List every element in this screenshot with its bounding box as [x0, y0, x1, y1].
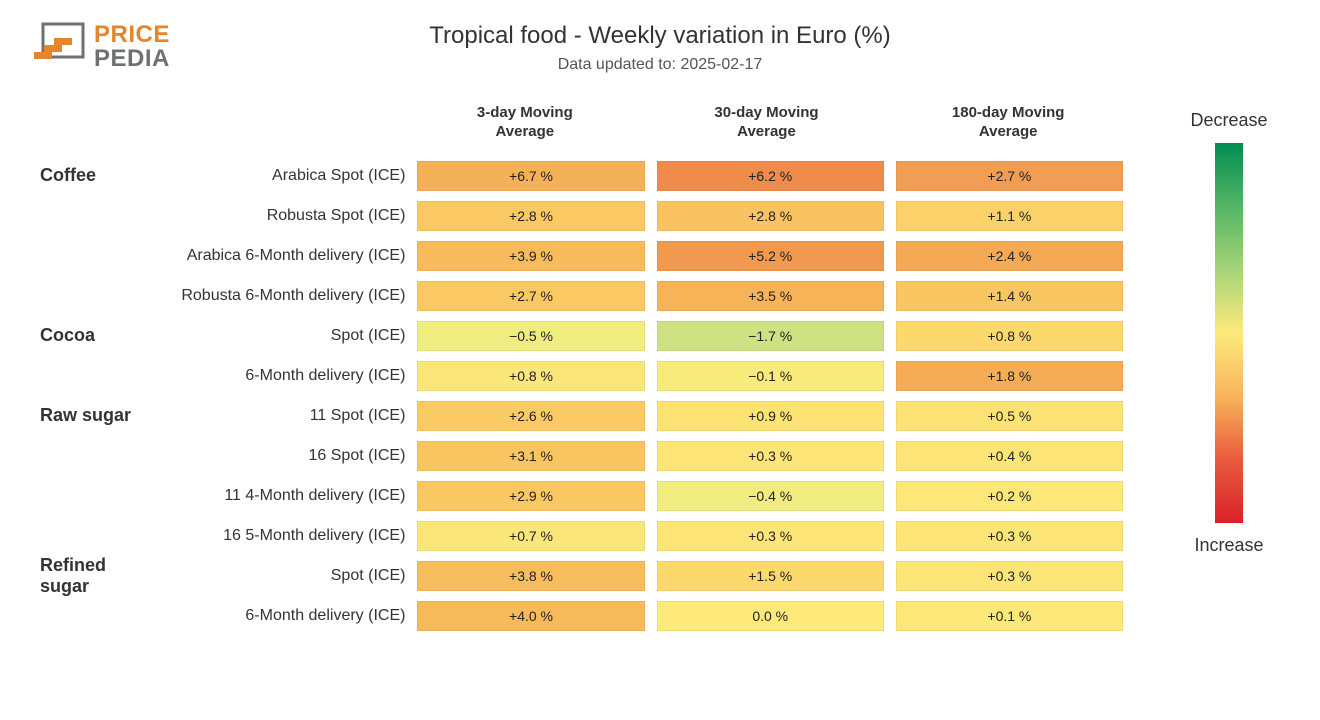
heatmap-cell: +6.2 % — [657, 161, 884, 191]
heatmap-cell: −1.7 % — [657, 321, 884, 351]
heatmap-cell: +0.8 % — [417, 361, 644, 391]
heatmap-cell: +0.2 % — [896, 481, 1123, 511]
heatmap-cell: +1.5 % — [657, 561, 884, 591]
heatmap-cell: −0.5 % — [417, 321, 644, 351]
heatmap-cell: +2.4 % — [896, 241, 1123, 271]
table-row: CocoaSpot (ICE)−0.5 % −1.7 % +0.8 % — [40, 316, 1135, 356]
heatmap-cell: +2.6 % — [417, 401, 644, 431]
table-row: Raw sugar11 Spot (ICE)+2.6 % +0.9 % +0.5 % — [40, 396, 1135, 436]
color-legend: Decrease Increase — [1184, 110, 1274, 556]
row-label: Spot (ICE) — [159, 327, 418, 345]
legend-top-label: Decrease — [1184, 110, 1274, 131]
heatmap-cell: +0.3 % — [896, 561, 1123, 591]
category-label: Cocoa — [40, 325, 159, 346]
table-row: Refined sugarSpot (ICE)+3.8 % +1.5 % +0.3 … — [40, 556, 1135, 596]
heatmap-cell: +0.3 % — [657, 441, 884, 471]
row-label: Spot (ICE) — [159, 567, 418, 585]
heatmap-cell: +3.5 % — [657, 281, 884, 311]
heatmap-cell: 0.0 % — [657, 601, 884, 631]
heatmap-cell: −0.1 % — [657, 361, 884, 391]
category-label: Refined sugar — [40, 555, 159, 597]
row-label: Arabica 6-Month delivery (ICE) — [159, 247, 418, 265]
table-body: CoffeeArabica Spot (ICE)+6.7 % +6.2 % +2.7… — [40, 156, 1135, 636]
heatmap-cell: +2.8 % — [657, 201, 884, 231]
row-label: 16 Spot (ICE) — [159, 447, 418, 465]
column-header: 180-day MovingAverage — [893, 100, 1123, 156]
heatmap-cell: +1.4 % — [896, 281, 1123, 311]
column-header: 3-day MovingAverage — [410, 100, 640, 156]
table-row: 16 Spot (ICE)+3.1 % +0.3 % +0.4 % — [40, 436, 1135, 476]
heatmap-cell: +3.1 % — [417, 441, 644, 471]
heatmap-cell: +3.8 % — [417, 561, 644, 591]
heatmap-cell: +4.0 % — [417, 601, 644, 631]
heatmap-cell: +0.7 % — [417, 521, 644, 551]
heatmap-cell: +1.1 % — [896, 201, 1123, 231]
heatmap-cell: +2.7 % — [417, 281, 644, 311]
table-row: CoffeeArabica Spot (ICE)+6.7 % +6.2 % +2.7… — [40, 156, 1135, 196]
heatmap-cell: +2.7 % — [896, 161, 1123, 191]
row-label: 6-Month delivery (ICE) — [159, 367, 418, 385]
heatmap-cell: +1.8 % — [896, 361, 1123, 391]
category-label: Coffee — [40, 165, 159, 186]
column-header: 30-day MovingAverage — [652, 100, 882, 156]
table-row: Robusta Spot (ICE)+2.8 %+2.8 %+1.1 % — [40, 196, 1135, 236]
row-label: 16 5-Month delivery (ICE) — [159, 527, 418, 545]
row-label: 11 4-Month delivery (ICE) — [159, 487, 418, 505]
page-subtitle: Data updated to: 2025-02-17 — [0, 56, 1320, 74]
heatmap-cell: +0.8 % — [896, 321, 1123, 351]
heatmap-cell: −0.4 % — [657, 481, 884, 511]
row-label: Robusta Spot (ICE) — [159, 207, 418, 225]
heatmap-cell: +0.1 % — [896, 601, 1123, 631]
row-label: 6-Month delivery (ICE) — [159, 607, 418, 625]
category-label: Raw sugar — [40, 405, 159, 426]
row-label: Arabica Spot (ICE) — [159, 167, 418, 185]
table-row: 16 5-Month delivery (ICE)+0.7 % +0.3 % +0.… — [40, 516, 1135, 556]
heatmap-cell: +0.4 % — [896, 441, 1123, 471]
heatmap-table: 3-day MovingAverage30-day MovingAverage1… — [40, 100, 1135, 636]
heatmap-cell: +0.3 % — [896, 521, 1123, 551]
heatmap-cell: +2.8 % — [417, 201, 644, 231]
table-row: 6-Month delivery (ICE)+0.8 % −0.1 % +1.8 % — [40, 356, 1135, 396]
table-row: 11 4-Month delivery (ICE)+2.9 % −0.4 % +0.… — [40, 476, 1135, 516]
heatmap-cell: +6.7 % — [417, 161, 644, 191]
heatmap-cell: +0.9 % — [657, 401, 884, 431]
table-row: Arabica 6-Month delivery (ICE)+3.9 % +5.2… — [40, 236, 1135, 276]
page-title: Tropical food - Weekly variation in Euro… — [0, 22, 1320, 50]
heatmap-cell: +0.5 % — [896, 401, 1123, 431]
column-headers: 3-day MovingAverage30-day MovingAverage1… — [410, 100, 1135, 156]
row-label: Robusta 6-Month delivery (ICE) — [159, 287, 418, 305]
legend-bottom-label: Increase — [1184, 535, 1274, 556]
legend-gradient-bar — [1215, 143, 1243, 523]
heatmap-cell: +5.2 % — [657, 241, 884, 271]
table-row: Robusta 6-Month delivery (ICE)+2.7 % +3.5… — [40, 276, 1135, 316]
heatmap-cell: +0.3 % — [657, 521, 884, 551]
table-row: 6-Month delivery (ICE)+4.0 % 0.0 % +0.1 % — [40, 596, 1135, 636]
heatmap-cell: +3.9 % — [417, 241, 644, 271]
row-label: 11 Spot (ICE) — [159, 407, 418, 425]
heatmap-cell: +2.9 % — [417, 481, 644, 511]
